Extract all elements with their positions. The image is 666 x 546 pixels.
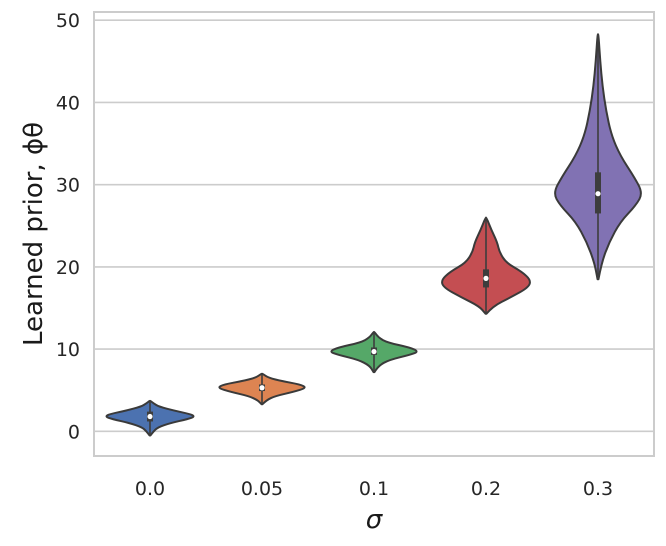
- y-tick-label: 30: [56, 175, 80, 197]
- plot-frame: [93, 11, 655, 457]
- violin-layer: [105, 33, 642, 437]
- y-tick-labels: 0 10 20 30 40 50: [56, 10, 80, 443]
- y-tick-label: 20: [56, 257, 80, 279]
- violin-0.1: [330, 330, 418, 374]
- violin-median-0.05: [259, 385, 265, 391]
- grid-layer: [94, 19, 654, 433]
- y-tick-label: 50: [56, 10, 80, 32]
- x-tick-label: 0.2: [471, 478, 501, 500]
- x-tick-label: 0.1: [359, 478, 389, 500]
- y-tick-label: 0: [68, 421, 80, 443]
- x-tick-label: 0.05: [241, 478, 283, 500]
- violin-0.3: [554, 33, 642, 281]
- violin-median-0.0: [147, 413, 153, 420]
- violin-0.05: [218, 372, 306, 406]
- y-tick-label: 40: [56, 92, 80, 114]
- x-axis-label: σ: [366, 505, 384, 535]
- violin-median-0.1: [371, 348, 377, 355]
- y-axis-label: Learned prior, ϕθ: [19, 122, 49, 346]
- x-tick-label: 0.0: [135, 478, 165, 500]
- violin-0.2: [441, 216, 531, 315]
- violin-median-0.2: [483, 275, 489, 281]
- y-tick-label: 10: [56, 339, 80, 361]
- x-tick-label: 0.3: [583, 478, 613, 500]
- violin-0.0: [105, 399, 195, 437]
- x-tick-labels: 0.0 0.05 0.1 0.2 0.3: [135, 478, 613, 500]
- violin-median-0.3: [595, 191, 601, 197]
